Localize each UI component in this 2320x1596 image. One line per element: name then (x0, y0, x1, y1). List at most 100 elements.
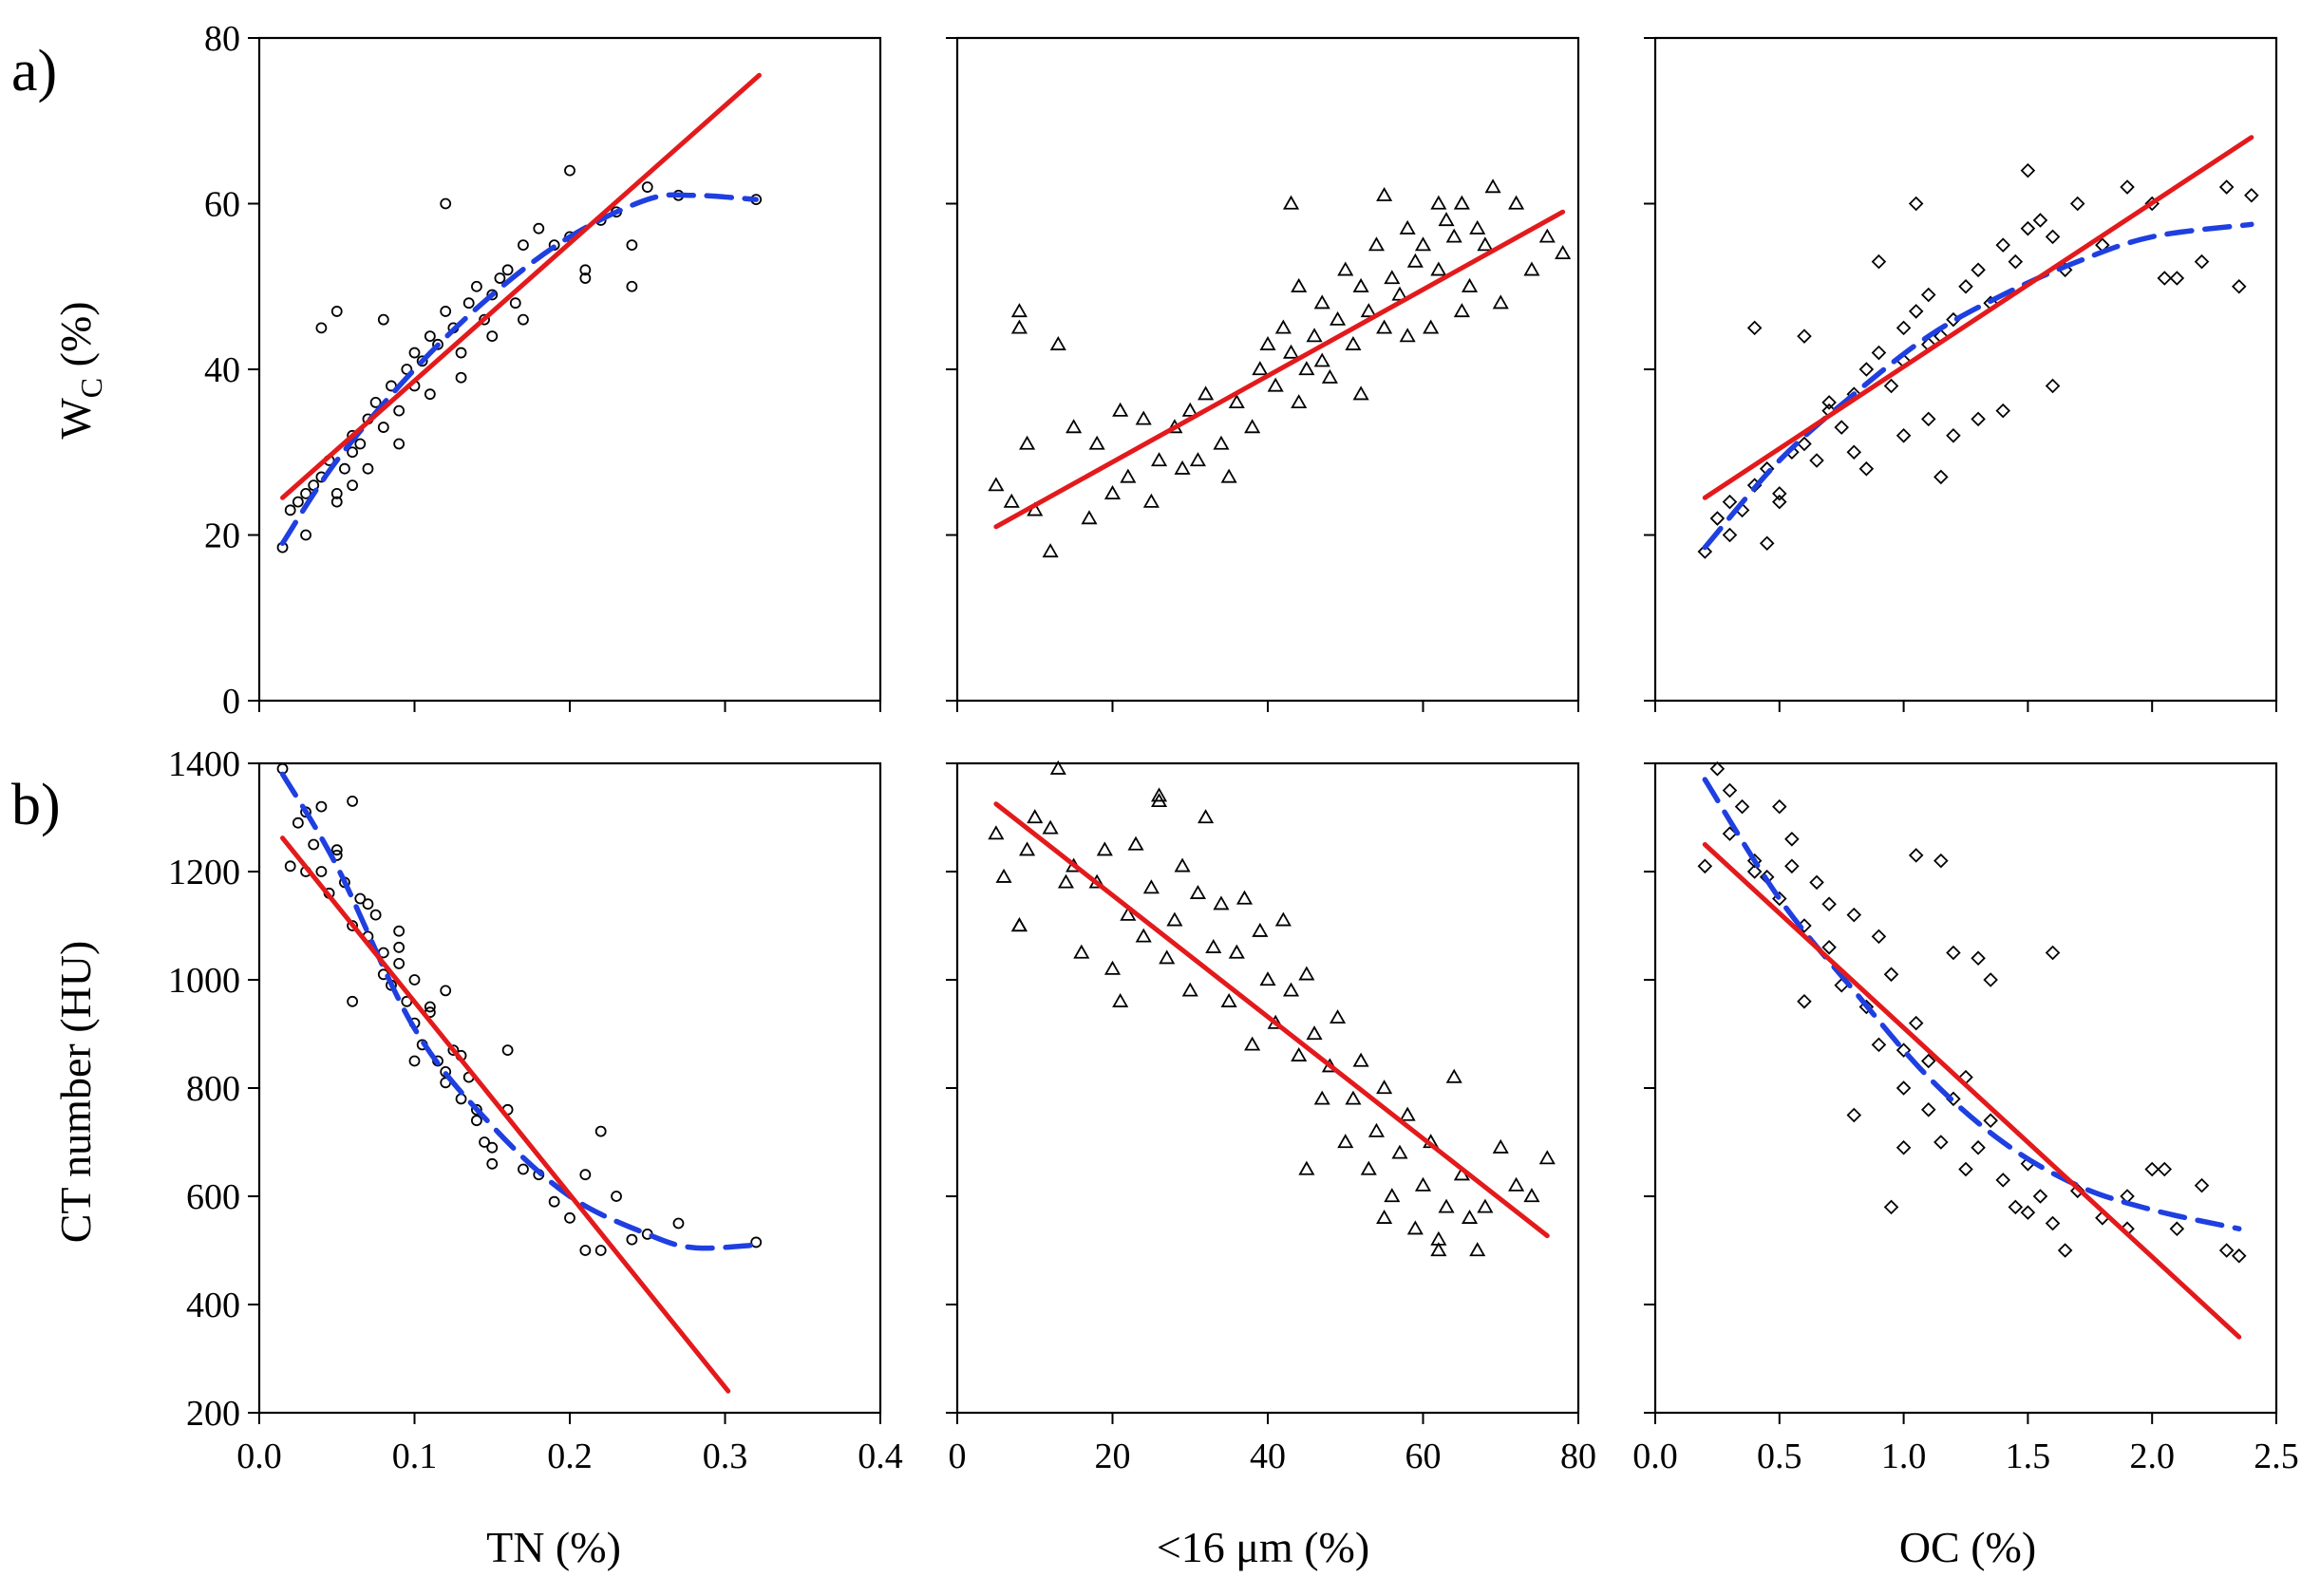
data-point (339, 462, 350, 475)
data-point (1971, 411, 1986, 427)
data-point (1003, 493, 1020, 508)
data-point (1697, 858, 1713, 874)
panel-a-clay (946, 36, 1580, 712)
data-point (1112, 992, 1129, 1007)
data-point (1821, 896, 1837, 911)
data-point (393, 438, 406, 450)
data-point (1235, 890, 1254, 905)
data-point (1971, 262, 1986, 278)
data-point (1282, 195, 1300, 210)
data-point (1096, 841, 1113, 856)
data-point (1871, 1037, 1887, 1053)
data-point (626, 239, 638, 252)
data-point (1523, 261, 1540, 276)
data-point (1946, 945, 1961, 961)
data-point (330, 487, 343, 499)
data-point (1127, 836, 1144, 851)
data-point (2008, 1199, 2024, 1215)
data-point (1430, 1230, 1447, 1246)
data-point (2020, 162, 2036, 178)
data-point (1538, 1150, 1556, 1165)
data-point (486, 289, 499, 301)
x-tick-label: 20 (1095, 1436, 1131, 1476)
data-point (369, 396, 382, 408)
data-point (424, 330, 436, 343)
data-point (1430, 261, 1447, 276)
data-point (1376, 319, 1393, 334)
data-point (626, 1233, 638, 1246)
data-point (1722, 782, 1738, 798)
data-point (1555, 245, 1572, 260)
data-point (1367, 1122, 1386, 1137)
data-point (486, 1157, 499, 1170)
xlabel-tn: TN (%) (486, 1523, 621, 1571)
data-point (1946, 428, 1961, 443)
x-tick-label: 60 (1405, 1436, 1442, 1476)
data-point (393, 925, 406, 937)
data-point (1983, 972, 1998, 987)
data-point (548, 1195, 560, 1208)
data-point (1883, 967, 1899, 983)
data-point (416, 355, 428, 367)
xlabel-oc: OC (%) (1899, 1523, 2036, 1571)
data-point (1150, 787, 1168, 802)
data-point (347, 796, 359, 807)
data-point (1298, 966, 1315, 981)
linear-fit-line (1702, 135, 2254, 500)
data-point (1423, 319, 1440, 334)
data-point (1784, 832, 1800, 847)
y-tick-label: 200 (186, 1394, 240, 1434)
data-point (1445, 1068, 1462, 1083)
data-point (1010, 917, 1028, 932)
data-point (579, 1245, 592, 1256)
data-point (424, 388, 436, 401)
x-tick-label: 2.5 (2254, 1436, 2299, 1476)
data-point (1120, 468, 1137, 483)
data-point (1337, 1134, 1354, 1149)
data-point (393, 404, 406, 417)
y-tick-label: 1400 (168, 744, 240, 784)
ylabel-bottom: CT number (HU) (51, 941, 100, 1244)
x-tick-label: 2.0 (2129, 1436, 2175, 1476)
data-point (1759, 535, 1775, 551)
data-point (1291, 277, 1308, 292)
data-point (1391, 286, 1408, 301)
data-point (1313, 352, 1330, 367)
data-point (1010, 319, 1028, 334)
data-point (1438, 1198, 1455, 1213)
x-tick-label: 0.5 (1757, 1436, 1802, 1476)
data-point (1920, 287, 1936, 303)
data-point (292, 817, 304, 829)
data-point (1120, 906, 1137, 921)
data-point (2231, 1248, 2247, 1264)
data-point (1306, 1025, 1323, 1041)
data-point (408, 974, 421, 986)
ylabel-top-main: W (51, 398, 100, 440)
ylabel-top-sub: C (74, 378, 108, 398)
data-point (1508, 1176, 1525, 1192)
data-point (1321, 368, 1338, 384)
ylabel-top: WC (%) (51, 301, 108, 439)
plot-frame (1653, 36, 2278, 703)
data-point (509, 297, 521, 310)
linear-fit-line (280, 836, 731, 1394)
data-point (1920, 1053, 1936, 1069)
data-point (1477, 236, 1494, 252)
data-point (2045, 378, 2061, 394)
data-point (1345, 336, 1362, 350)
data-point (315, 322, 328, 334)
data-point (1399, 219, 1416, 235)
data-point (1049, 760, 1066, 775)
y-tick-label: 20 (204, 516, 240, 556)
data-point (1259, 971, 1276, 986)
data-point (1330, 1009, 1347, 1024)
plot-frame (955, 761, 1580, 1415)
data-point (1228, 944, 1245, 959)
data-point (1360, 1160, 1377, 1175)
y-tick-label: 1200 (168, 853, 240, 892)
data-point (315, 866, 328, 877)
data-point (533, 222, 545, 235)
data-point (1360, 303, 1377, 318)
data-point (1846, 1107, 1862, 1123)
data-point (1112, 402, 1129, 417)
